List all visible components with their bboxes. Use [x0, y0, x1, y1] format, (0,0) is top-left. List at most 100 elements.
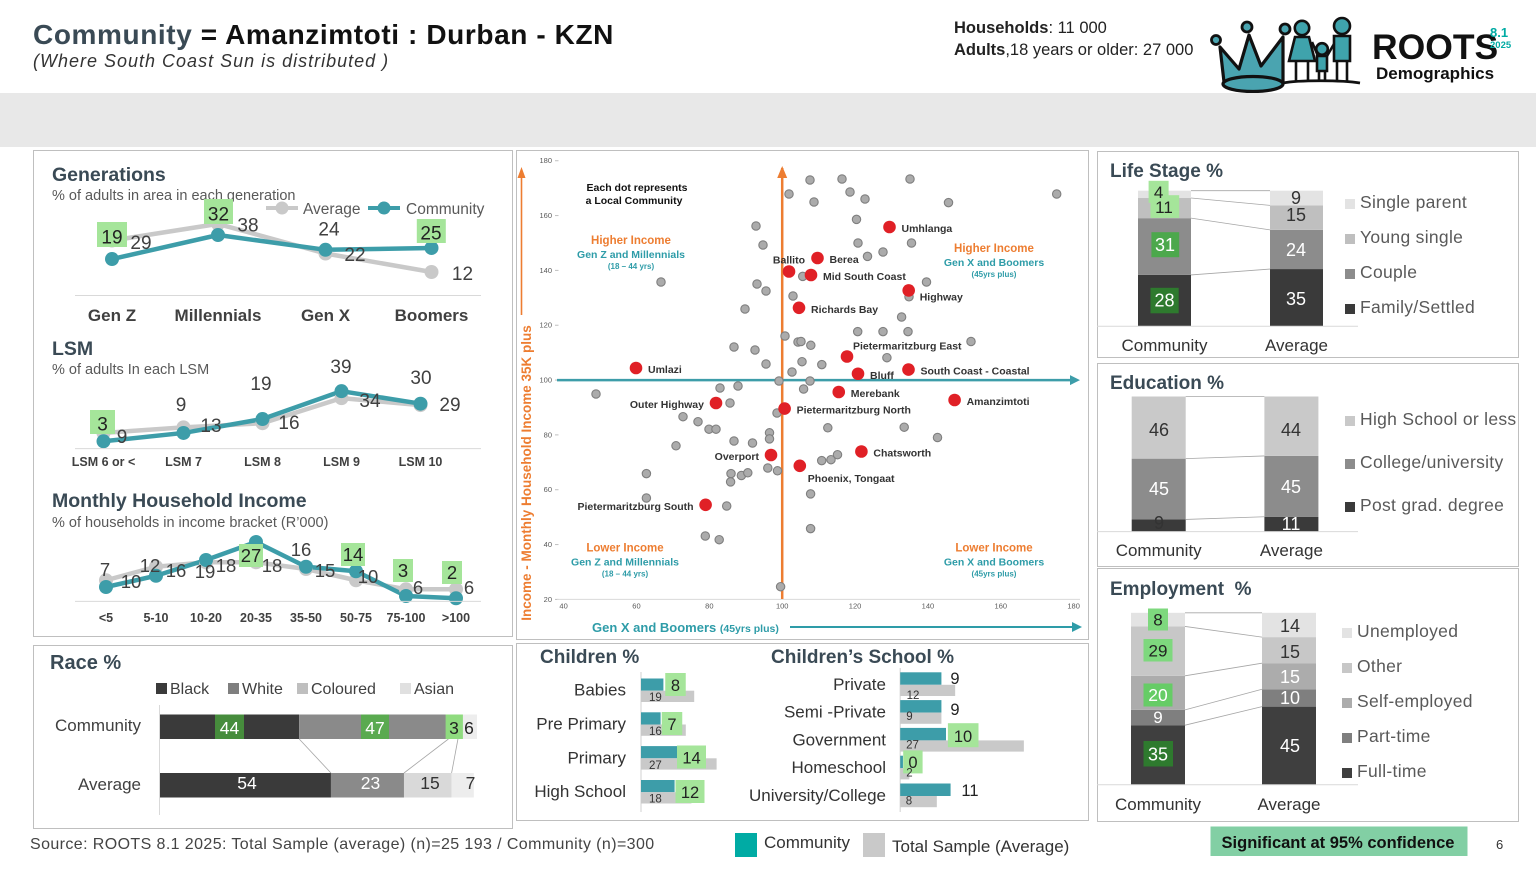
svg-text:Employment %: Employment % [1110, 579, 1252, 600]
svg-text:LSM 6 or <: LSM 6 or < [72, 455, 136, 469]
svg-text:High School: High School [534, 782, 626, 801]
svg-text:180: 180 [539, 156, 552, 165]
svg-text:Lower Income: Lower Income [586, 543, 663, 555]
svg-text:7: 7 [100, 559, 110, 580]
svg-text:12: 12 [681, 784, 699, 802]
svg-text:Children %: Children % [540, 647, 639, 668]
svg-text:19: 19 [101, 228, 122, 249]
svg-text:9: 9 [1153, 708, 1162, 727]
svg-text:11: 11 [1282, 514, 1301, 534]
svg-text:Chatsworth: Chatsworth [873, 448, 931, 460]
svg-text:Gen Z and Millennials: Gen Z and Millennials [571, 557, 679, 569]
svg-text:Gen X and Boomers: Gen X and Boomers [944, 257, 1045, 269]
svg-text:Amanzimtoti: Amanzimtoti [967, 396, 1030, 408]
svg-text:Umhlanga: Umhlanga [902, 223, 953, 235]
svg-text:6: 6 [1496, 837, 1503, 852]
svg-text:Income - Monthly Household Inc: Income - Monthly Household Income 35K pl… [519, 325, 534, 621]
svg-text:Monthly Household Income: Monthly Household Income [52, 490, 307, 512]
svg-text:Babies: Babies [574, 681, 626, 700]
svg-text:32: 32 [208, 205, 229, 226]
svg-text:Full-time: Full-time [1357, 761, 1427, 781]
svg-text:Community: Community [55, 716, 141, 735]
svg-text:College/university: College/university [1360, 452, 1504, 472]
svg-text:Young single: Young single [1360, 227, 1463, 247]
svg-text:19: 19 [195, 561, 216, 582]
svg-text:7: 7 [667, 716, 676, 734]
svg-text:Pietermaritzburg North: Pietermaritzburg North [797, 405, 911, 417]
svg-text:44: 44 [1281, 420, 1301, 440]
svg-text:9: 9 [1154, 513, 1164, 533]
svg-text:28: 28 [1154, 291, 1174, 311]
svg-text:24: 24 [318, 220, 340, 241]
svg-text:120: 120 [849, 602, 862, 611]
svg-text:Self-employed: Self-employed [1357, 691, 1473, 711]
svg-text:Boomers: Boomers [395, 306, 469, 325]
svg-text:29: 29 [1149, 642, 1168, 661]
svg-text:% of adults In each LSM: % of adults In each LSM [52, 362, 209, 378]
svg-text:35: 35 [1148, 745, 1168, 765]
svg-text:60: 60 [632, 602, 640, 611]
svg-text:Part-time: Part-time [1357, 726, 1431, 746]
svg-text:22: 22 [344, 245, 365, 266]
svg-text:7: 7 [466, 773, 476, 793]
svg-text:Outer Highway: Outer Highway [630, 399, 704, 411]
svg-text:Community: Community [1116, 541, 1202, 560]
svg-text:Semi -Private: Semi -Private [784, 703, 886, 722]
svg-text:30: 30 [410, 368, 431, 389]
svg-text:34: 34 [359, 391, 381, 412]
svg-text:Homeschool: Homeschool [792, 758, 887, 777]
svg-text:Gen X and Boomers (45yrs plus): Gen X and Boomers (45yrs plus) [592, 620, 779, 635]
svg-text:Post grad. degree: Post grad. degree [1360, 495, 1504, 515]
svg-text:31: 31 [1155, 235, 1175, 255]
svg-text:Coloured: Coloured [311, 681, 376, 698]
svg-text:80: 80 [705, 602, 713, 611]
svg-text:15: 15 [1280, 642, 1300, 662]
svg-text:120: 120 [539, 321, 552, 330]
svg-text:6: 6 [464, 577, 474, 598]
svg-text:Pre Primary: Pre Primary [536, 715, 626, 734]
svg-text:Lower Income: Lower Income [955, 543, 1032, 555]
svg-text:Berea: Berea [830, 254, 859, 266]
svg-text:Source: ROOTS 8.1 2025: Total: Source: ROOTS 8.1 2025: Total Sample (av… [30, 836, 655, 853]
svg-text:(45yrs plus): (45yrs plus) [972, 270, 1017, 279]
svg-text:35: 35 [1286, 289, 1306, 309]
svg-text:Children’s School %: Children’s School % [771, 647, 954, 668]
svg-text:Race %: Race % [50, 652, 121, 674]
svg-text:Generations: Generations [52, 164, 166, 186]
svg-text:Couple: Couple [1360, 262, 1417, 282]
svg-text:100: 100 [539, 376, 552, 385]
svg-text:LSM 9: LSM 9 [323, 455, 360, 469]
svg-text:Asian: Asian [414, 681, 454, 698]
svg-text:23: 23 [361, 773, 380, 793]
svg-text:9: 9 [906, 711, 912, 723]
svg-text:2: 2 [906, 768, 912, 780]
svg-text:2: 2 [447, 562, 457, 583]
svg-text:Higher Income: Higher Income [954, 243, 1034, 255]
svg-text:14: 14 [682, 750, 700, 768]
svg-text:16: 16 [291, 539, 312, 560]
svg-text:Community = Amanzimtoti : Durb: Community = Amanzimtoti : Durban - KZN [33, 19, 614, 50]
svg-text:Pietermaritzburg East: Pietermaritzburg East [853, 341, 962, 353]
svg-text:18: 18 [216, 555, 237, 576]
svg-text:3: 3 [398, 560, 408, 581]
svg-text:Highway: Highway [920, 291, 963, 303]
svg-text:50-75: 50-75 [340, 611, 372, 625]
svg-text:9: 9 [176, 395, 187, 416]
svg-text:45: 45 [1149, 479, 1169, 499]
svg-text:29: 29 [439, 395, 460, 416]
svg-text:South Coast - Coastal: South Coast - Coastal [921, 366, 1030, 378]
svg-text:13: 13 [200, 416, 221, 437]
svg-text:10: 10 [954, 728, 972, 746]
svg-text:16: 16 [649, 726, 662, 738]
svg-text:38: 38 [237, 216, 258, 237]
svg-text:LSM: LSM [52, 338, 93, 360]
svg-text:20: 20 [544, 595, 552, 604]
svg-text:Merebank: Merebank [851, 388, 900, 400]
svg-text:11: 11 [1155, 198, 1173, 217]
svg-text:160: 160 [995, 602, 1008, 611]
svg-text:Gen X and Boomers: Gen X and Boomers [944, 557, 1045, 569]
svg-text:Average: Average [1265, 336, 1328, 355]
svg-text:19: 19 [250, 374, 271, 395]
svg-text:Richards Bay: Richards Bay [811, 304, 878, 316]
svg-text:(45yrs plus): (45yrs plus) [972, 570, 1017, 579]
